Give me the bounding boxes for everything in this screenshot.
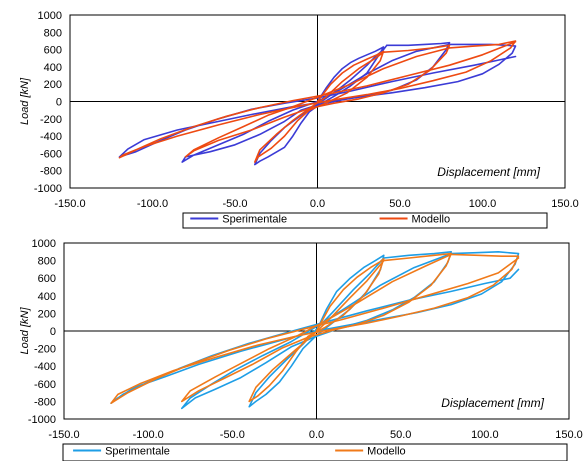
y-tick-label: -600 bbox=[40, 148, 62, 160]
y-tick-label: 0 bbox=[56, 97, 62, 109]
y-axis-label: Load [kN] bbox=[19, 77, 31, 125]
x-tick-label: -100.0 bbox=[133, 429, 164, 441]
y-tick-label: 400 bbox=[38, 291, 56, 303]
x-tick-label: 0.0 bbox=[309, 429, 324, 441]
x-tick-label: -150.0 bbox=[48, 429, 79, 441]
y-tick-label: 600 bbox=[44, 45, 62, 57]
x-tick-label: 50.0 bbox=[390, 429, 411, 441]
chart-2: 1000 800 600 400 200 0 -200 -400 -600 -800 -1000 -1… bbox=[19, 238, 583, 461]
legend-label: Modello bbox=[367, 446, 406, 458]
y-tick-label: -1000 bbox=[34, 183, 62, 195]
x-axis-annotation: Displacement [mm] bbox=[441, 396, 544, 410]
y-tick-label: 600 bbox=[38, 273, 56, 285]
y-tick-label: -400 bbox=[40, 131, 62, 143]
y-tick-label: 200 bbox=[38, 308, 56, 320]
y-axis-label: Load [kN] bbox=[19, 307, 31, 355]
x-tick-label: 100.0 bbox=[469, 198, 497, 210]
x-axis-annotation: Displacement [mm] bbox=[437, 165, 540, 179]
y-tick-label: -800 bbox=[40, 166, 62, 178]
y-tick-label: 400 bbox=[44, 62, 62, 74]
x-tick-label: 150.0 bbox=[555, 429, 583, 441]
legend-label: Modello bbox=[412, 214, 451, 226]
legend: Sperimentale Modello bbox=[183, 213, 547, 228]
y-tick-label: 800 bbox=[44, 27, 62, 39]
y-tick-label: -800 bbox=[34, 396, 56, 408]
y-tick-label: -600 bbox=[34, 379, 56, 391]
y-tick-label: -200 bbox=[34, 344, 56, 356]
x-tick-label: 0.0 bbox=[310, 198, 325, 210]
y-tick-label: 1000 bbox=[38, 10, 62, 22]
x-tick-label: 50.0 bbox=[389, 198, 410, 210]
x-tick-label: -50.0 bbox=[222, 198, 247, 210]
chart-1: 1000 800 600 400 200 0 -200 -400 -600 -800 -1000 -1… bbox=[19, 10, 579, 228]
x-tick-label: 150.0 bbox=[551, 198, 579, 210]
x-tick-label: -50.0 bbox=[220, 429, 245, 441]
y-tick-label: 0 bbox=[50, 326, 56, 338]
y-tick-label: 800 bbox=[38, 256, 56, 268]
y-tick-label: 200 bbox=[44, 79, 62, 91]
x-tick-label: 100.0 bbox=[471, 429, 499, 441]
y-tick-label: -400 bbox=[34, 361, 56, 373]
legend-label: Sperimentale bbox=[222, 214, 287, 226]
y-tick-label: -200 bbox=[40, 114, 62, 126]
y-tick-label: 1000 bbox=[32, 238, 56, 250]
x-tick-label: -100.0 bbox=[137, 198, 168, 210]
legend-label: Sperimentale bbox=[105, 446, 170, 458]
legend: Sperimentale Modello bbox=[63, 444, 567, 461]
y-tick-label: -1000 bbox=[28, 414, 56, 426]
x-tick-label: -150.0 bbox=[54, 198, 85, 210]
